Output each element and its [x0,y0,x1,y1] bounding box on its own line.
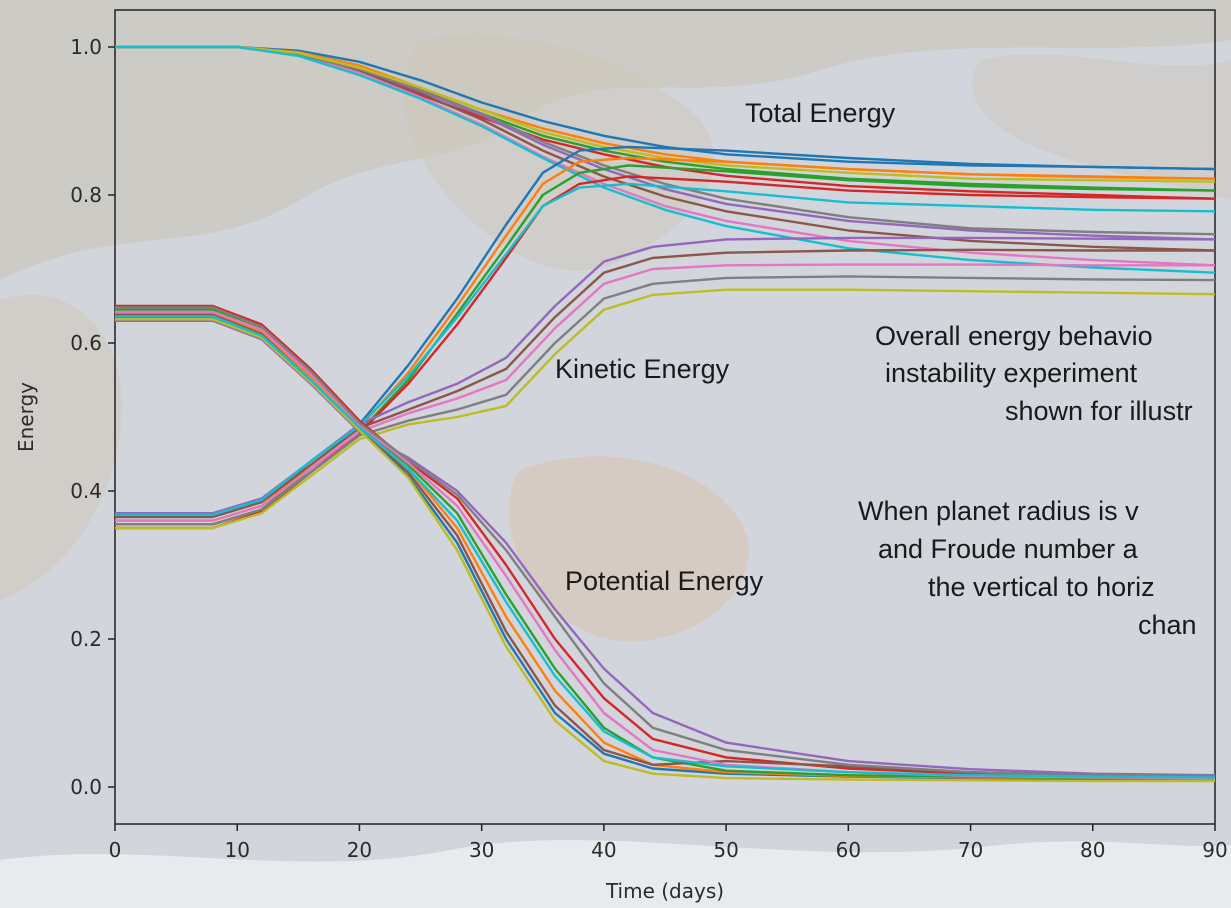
y-tick-label: 0.0 [70,775,102,799]
x-tick-label: 20 [347,838,372,862]
y-tick-label: 0.4 [70,479,102,503]
x-tick-label: 10 [224,838,249,862]
y-tick-label: 0.2 [70,627,102,651]
x-axis-label: Time (days) [605,879,724,903]
x-tick-label: 80 [1080,838,1105,862]
x-tick-label: 60 [836,838,861,862]
series-line-kinetic-11 [115,156,1215,522]
note-line-4: When planet radius is v [858,496,1139,526]
x-tick-label: 0 [109,838,122,862]
series-line-kinetic-18 [115,288,1215,530]
annotation-kinetic-energy: Kinetic Energy [555,354,730,384]
side-notes: Overall energy behavio instability exper… [858,321,1197,640]
series-line-potential-23 [115,304,1215,778]
x-tick-label: 90 [1202,838,1227,862]
note-line-5: and Froude number a [878,534,1139,564]
note-line-2: instability experiment [885,358,1138,388]
y-tick-label: 0.8 [70,183,102,207]
y-ticks: 0.0 0.2 0.4 0.6 0.8 1.0 [70,35,115,799]
x-tick-label: 70 [958,838,983,862]
x-tick-label: 50 [713,838,738,862]
series-line-potential-28 [115,318,1215,783]
y-tick-label: 1.0 [70,35,102,59]
series-line-potential-29 [115,315,1215,779]
annotation-total-energy: Total Energy [745,98,896,128]
note-line-6: the vertical to horiz [928,572,1155,602]
series-line-kinetic-17 [115,275,1215,526]
series-line-total-0 [115,45,1215,171]
x-ticks: 0 10 20 30 40 50 60 70 80 90 [109,824,1228,862]
series-line-kinetic-15 [115,248,1215,519]
x-tick-label: 40 [591,838,616,862]
note-line-3: shown for illustr [1005,396,1193,426]
series-line-kinetic-12 [115,164,1215,526]
note-line-1: Overall energy behavio [875,321,1153,351]
series-line-potential-27 [115,306,1215,778]
series-line-total-9 [115,45,1215,274]
series-group [115,45,1215,783]
series-line-kinetic-16 [115,263,1215,522]
y-axis-label: Energy [14,382,38,452]
y-tick-label: 0.6 [70,331,102,355]
note-line-7: chan [1138,610,1197,640]
annotation-potential-energy: Potential Energy [565,566,764,596]
series-line-total-8 [115,45,1215,183]
series-line-kinetic-19 [115,182,1215,516]
x-tick-label: 30 [469,838,494,862]
plot-frame [114,9,1216,825]
